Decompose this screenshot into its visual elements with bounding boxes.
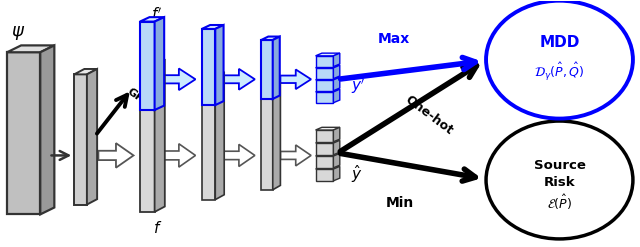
Text: $\mathcal{D}_{\gamma}(\hat{P}, \hat{Q})$: $\mathcal{D}_{\gamma}(\hat{P}, \hat{Q})$ bbox=[534, 61, 584, 83]
Text: $\hat{y}'$: $\hat{y}'$ bbox=[351, 75, 365, 96]
Polygon shape bbox=[140, 59, 165, 64]
Text: Min: Min bbox=[386, 196, 414, 210]
Text: $\mathcal{E}(\hat{P})$: $\mathcal{E}(\hat{P})$ bbox=[547, 193, 572, 212]
Polygon shape bbox=[140, 17, 164, 21]
Ellipse shape bbox=[486, 121, 633, 239]
Polygon shape bbox=[316, 65, 340, 68]
Polygon shape bbox=[333, 127, 340, 142]
Text: Risk: Risk bbox=[543, 176, 575, 189]
Polygon shape bbox=[261, 82, 280, 87]
Polygon shape bbox=[316, 77, 340, 80]
Polygon shape bbox=[7, 52, 40, 214]
Polygon shape bbox=[74, 74, 87, 205]
Polygon shape bbox=[316, 56, 333, 67]
Polygon shape bbox=[155, 17, 164, 110]
Polygon shape bbox=[163, 68, 195, 90]
Text: MDD: MDD bbox=[540, 35, 580, 50]
Text: Max: Max bbox=[378, 32, 410, 46]
Polygon shape bbox=[280, 145, 311, 166]
Polygon shape bbox=[215, 72, 224, 200]
Polygon shape bbox=[140, 21, 155, 110]
Ellipse shape bbox=[486, 1, 633, 119]
Text: $\hat{y}$: $\hat{y}$ bbox=[351, 163, 362, 185]
Text: $f'$: $f'$ bbox=[152, 6, 163, 22]
Polygon shape bbox=[7, 45, 54, 52]
Polygon shape bbox=[316, 53, 340, 56]
Polygon shape bbox=[74, 69, 97, 74]
Polygon shape bbox=[280, 69, 311, 89]
Text: $\psi$: $\psi$ bbox=[12, 24, 26, 42]
Polygon shape bbox=[333, 166, 340, 181]
Polygon shape bbox=[155, 59, 165, 212]
Polygon shape bbox=[261, 87, 273, 190]
Polygon shape bbox=[140, 64, 155, 212]
Polygon shape bbox=[333, 140, 340, 155]
Polygon shape bbox=[202, 29, 215, 105]
Polygon shape bbox=[316, 143, 333, 155]
Polygon shape bbox=[87, 69, 97, 205]
Polygon shape bbox=[261, 40, 273, 99]
Polygon shape bbox=[99, 143, 134, 168]
Polygon shape bbox=[273, 37, 280, 99]
Polygon shape bbox=[316, 92, 333, 103]
Polygon shape bbox=[202, 72, 224, 77]
Polygon shape bbox=[316, 127, 340, 130]
Polygon shape bbox=[333, 89, 340, 103]
Polygon shape bbox=[223, 144, 255, 166]
Polygon shape bbox=[40, 45, 54, 214]
Polygon shape bbox=[316, 130, 333, 142]
Polygon shape bbox=[316, 153, 340, 156]
Polygon shape bbox=[333, 65, 340, 79]
Polygon shape bbox=[333, 53, 340, 67]
Polygon shape bbox=[261, 37, 280, 40]
Polygon shape bbox=[316, 169, 333, 181]
Polygon shape bbox=[202, 25, 223, 29]
Polygon shape bbox=[202, 77, 215, 200]
Polygon shape bbox=[215, 25, 223, 105]
Text: One-hot: One-hot bbox=[402, 93, 455, 137]
Polygon shape bbox=[316, 140, 340, 143]
Polygon shape bbox=[333, 153, 340, 168]
Polygon shape bbox=[316, 89, 340, 92]
Polygon shape bbox=[163, 144, 195, 167]
Polygon shape bbox=[316, 68, 333, 79]
Text: $f$: $f$ bbox=[152, 220, 162, 236]
Text: Source: Source bbox=[534, 159, 586, 172]
Polygon shape bbox=[333, 77, 340, 91]
Polygon shape bbox=[223, 69, 255, 90]
Polygon shape bbox=[273, 82, 280, 190]
Polygon shape bbox=[316, 166, 340, 169]
Text: GRL: GRL bbox=[125, 86, 151, 109]
Polygon shape bbox=[316, 156, 333, 168]
Polygon shape bbox=[316, 80, 333, 91]
